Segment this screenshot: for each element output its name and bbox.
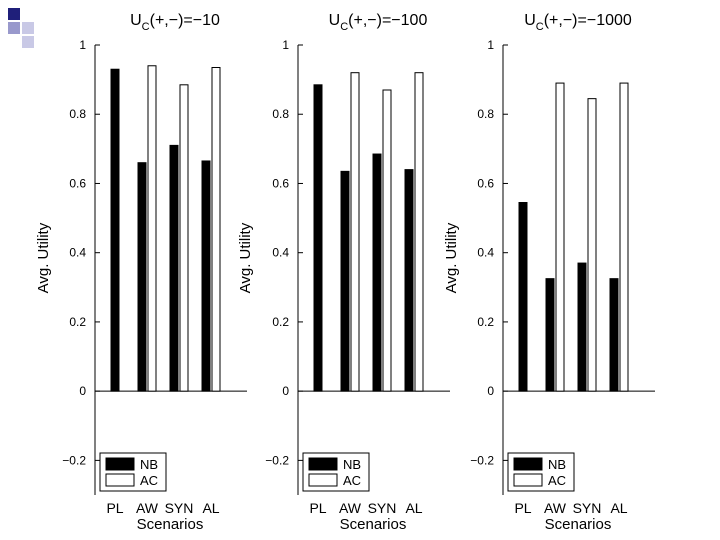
deco-square-mid [8,22,20,34]
y-tick-label: 0.6 [477,176,494,190]
x-axis-label: Scenarios [137,516,204,533]
chart-title-main: U [329,12,341,29]
chart-title-main: U [130,12,142,29]
legend-swatch-ac [308,473,338,487]
chart-title-subscript: C [142,21,150,33]
y-tick-label: −0.2 [62,453,86,467]
chart-title-subscript: C [536,21,544,33]
deco-square-dark [8,8,20,20]
chart-panel-2: UC(+,−)=−100 1 0.8 0.6 0.4 0.2 0 −0.2 Avg. Utili… [237,12,450,533]
bar-ac-al [619,82,629,392]
bar-ac-syn [179,84,189,392]
y-tick-label: 0.6 [272,176,289,190]
y-axis-label: Avg. Utility [237,222,254,293]
x-tick-label: AL [610,500,627,516]
legend-label-nb: NB [548,457,566,472]
bar-nb-al [201,160,211,392]
y-tick-label: 1 [282,38,289,52]
y-tick-label: 0.4 [272,246,289,260]
chart-title-rest: (+,−)=−100 [348,12,427,29]
legend-label-nb: NB [140,457,158,472]
chart-panel-1: UC(+,−)=−10 1 0.8 0.6 0.4 0.2 0 −0.2 Avg. Utilit… [35,12,247,533]
bar-nb-pl [110,68,120,392]
x-tick-label: AL [202,500,219,516]
x-tick-label: SYN [165,500,194,516]
bar-nb-syn [372,153,382,392]
bar-nb-syn [577,262,587,392]
x-tick-label: PL [309,500,326,516]
bar-nb-aw [340,170,350,392]
chart-title-rest: (+,−)=−10 [150,12,220,29]
legend-label-ac: AC [548,473,566,488]
bar-nb-aw [137,162,147,392]
chart-title: UC(+,−)=−1000 [524,12,632,33]
legend-swatch-ac [105,473,135,487]
legend-label-nb: NB [343,457,361,472]
x-axis-label: Scenarios [545,516,612,533]
y-tick-label: −0.2 [470,453,494,467]
x-tick-label: AL [405,500,422,516]
y-tick-label: 0 [487,384,494,398]
y-tick-label: −0.2 [265,453,289,467]
y-axis-label: Avg. Utility [443,222,460,293]
bar-ac-syn [587,98,597,392]
chart-title-subscript: C [340,21,348,33]
bar-nb-aw [545,278,555,392]
y-tick-label: 0.4 [69,246,86,260]
slide-corner-decoration [0,0,40,50]
x-tick-label: SYN [368,500,397,516]
bar-ac-aw [555,82,565,392]
y-tick-label: 0 [79,384,86,398]
bar-ac-al [414,72,424,392]
legend-swatch-ac [513,473,543,487]
x-tick-label: SYN [573,500,602,516]
x-tick-label: PL [106,500,123,516]
bar-nb-al [609,278,619,392]
chart-title: UC(+,−)=−10 [130,12,220,33]
y-tick-label: 0.2 [69,315,86,329]
y-tick-label: 0.4 [477,246,494,260]
y-tick-label: 0 [282,384,289,398]
y-tick-label: 1 [487,38,494,52]
bar-nb-pl [313,84,323,392]
y-tick-label: 1 [79,38,86,52]
legend-swatch-nb [105,457,135,471]
x-tick-label: AW [136,500,159,516]
bar-nb-syn [169,144,179,392]
x-axis-label: Scenarios [340,516,407,533]
y-axis-label: Avg. Utility [35,222,52,293]
y-tick-label: 0.6 [69,176,86,190]
bar-nb-al [404,169,414,392]
chart-title-main: U [524,12,536,29]
bar-ac-al [211,67,221,392]
legend-label-ac: AC [343,473,361,488]
legend-swatch-nb [308,457,338,471]
deco-square-light-2 [22,36,34,48]
x-tick-label: AW [544,500,567,516]
bar-ac-syn [382,89,392,392]
y-tick-label: 0.2 [477,315,494,329]
legend-label-ac: AC [140,473,158,488]
y-tick-label: 0.8 [272,107,289,121]
y-tick-label: 0.8 [69,107,86,121]
bar-ac-aw [350,72,360,392]
y-tick-label: 0.2 [272,315,289,329]
bar-nb-pl [518,202,528,392]
y-tick-label: 0.8 [477,107,494,121]
x-tick-label: AW [339,500,362,516]
x-tick-label: PL [514,500,531,516]
legend-swatch-nb [513,457,543,471]
chart-title-rest: (+,−)=−1000 [544,12,632,29]
chart-title: UC(+,−)=−100 [329,12,428,33]
deco-square-light [22,22,34,34]
bar-ac-aw [147,65,157,392]
chart-panel-3: UC(+,−)=−1000 1 0.8 0.6 0.4 0.2 0 −0.2 Avg. Util… [443,12,655,533]
